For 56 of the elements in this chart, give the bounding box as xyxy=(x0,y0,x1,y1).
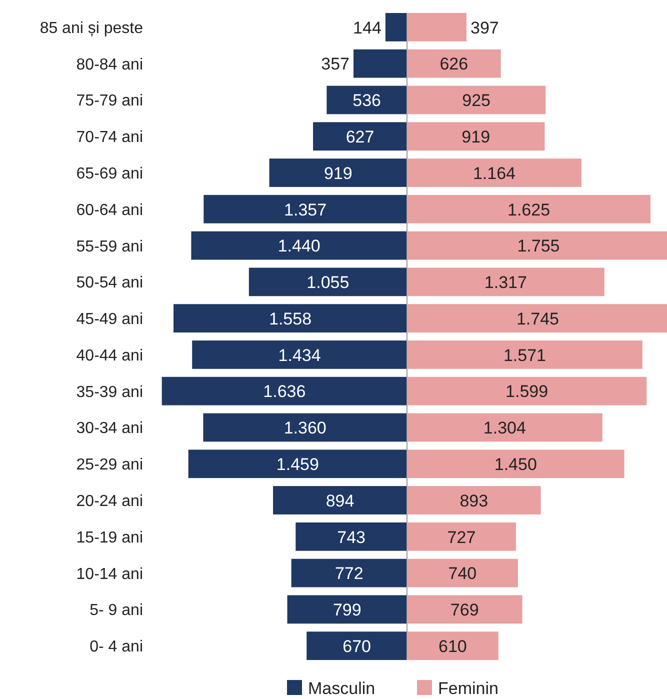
y-tick-label: 25-29 ani xyxy=(76,456,143,474)
data-label: 1.558 xyxy=(268,309,312,328)
data-label: 1.317 xyxy=(484,273,527,292)
data-label: 627 xyxy=(346,127,374,146)
data-label: 1.304 xyxy=(483,418,526,438)
data-label: 1.636 xyxy=(263,382,306,402)
data-label: 769 xyxy=(450,600,479,620)
y-tick-label: 50-54 ani xyxy=(76,274,143,292)
y-tick-label: 30-34 ani xyxy=(76,420,143,438)
y-tick-label: 70-74 ani xyxy=(76,129,143,146)
data-label: 799 xyxy=(332,600,362,620)
data-label: 536 xyxy=(352,91,382,110)
y-tick-label: 45-49 ani xyxy=(76,311,143,328)
data-label: 670 xyxy=(342,636,371,656)
data-label: 1.599 xyxy=(506,382,548,402)
y-tick-label: 0- 4 ani xyxy=(90,638,143,656)
data-label: 1.450 xyxy=(494,454,537,474)
data-label: 727 xyxy=(447,528,476,547)
legend-label: Feminin xyxy=(438,679,498,698)
data-label: 919 xyxy=(462,127,490,146)
data-label: 1.434 xyxy=(278,346,321,365)
y-tick-label: 75-79 ani xyxy=(76,92,143,110)
y-tick-label: 60-64 ani xyxy=(76,202,143,219)
y-tick-label: 10-14 ani xyxy=(76,566,143,583)
data-label: 919 xyxy=(324,164,352,183)
legend-label: Masculin xyxy=(308,679,376,698)
data-label: 397 xyxy=(470,18,499,38)
data-label: 626 xyxy=(440,54,468,74)
data-label: 1.055 xyxy=(306,273,350,292)
data-label: 1.164 xyxy=(472,164,516,183)
data-label: 743 xyxy=(337,528,366,547)
y-tick-label: 5- 9 ani xyxy=(90,602,143,620)
data-label: 772 xyxy=(334,564,364,584)
data-label: 1.755 xyxy=(517,236,560,256)
y-tick-label: 55-59 ani xyxy=(76,238,143,256)
y-tick-label: 15-19 ani xyxy=(76,529,143,546)
data-label: 144 xyxy=(353,18,382,38)
y-tick-label: 35-39 ani xyxy=(76,384,143,401)
y-tick-label: 85 ani și peste xyxy=(40,20,144,37)
data-label: 740 xyxy=(448,564,477,584)
y-tick-label: 40-44 ani xyxy=(76,347,143,364)
data-label: 1.440 xyxy=(278,236,320,256)
data-label: 894 xyxy=(326,491,354,510)
data-label: 1.357 xyxy=(284,200,327,220)
y-tick-label: 20-24 ani xyxy=(76,493,143,510)
data-label: 1.625 xyxy=(507,200,550,220)
data-label: 925 xyxy=(462,91,490,110)
data-label: 1.745 xyxy=(516,309,560,328)
data-label: 1.360 xyxy=(284,418,326,438)
data-label: 357 xyxy=(321,54,350,74)
data-label: 610 xyxy=(438,636,467,656)
y-tick-label: 80-84 ani xyxy=(76,56,143,74)
data-label: 1.571 xyxy=(503,346,546,365)
data-label: 893 xyxy=(460,491,488,510)
y-tick-label: 65-69 ani xyxy=(76,166,143,183)
data-label: 1.459 xyxy=(276,454,319,474)
